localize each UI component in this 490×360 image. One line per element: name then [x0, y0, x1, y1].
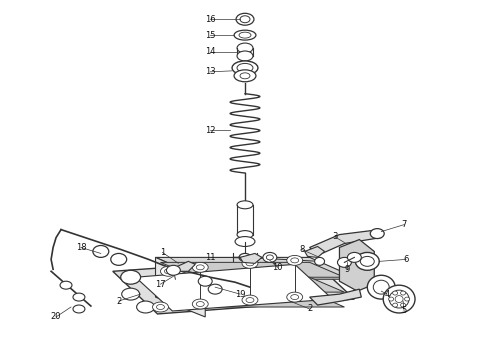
Polygon shape — [310, 289, 361, 305]
Polygon shape — [155, 257, 205, 317]
Text: 1: 1 — [160, 248, 165, 257]
Polygon shape — [155, 257, 359, 279]
Text: 2: 2 — [307, 305, 312, 314]
Ellipse shape — [242, 295, 258, 305]
Ellipse shape — [208, 284, 222, 294]
Text: 17: 17 — [155, 280, 166, 289]
Text: 2: 2 — [116, 297, 122, 306]
Ellipse shape — [240, 73, 250, 79]
Ellipse shape — [242, 258, 258, 268]
Ellipse shape — [165, 269, 172, 274]
Ellipse shape — [401, 303, 406, 307]
Ellipse shape — [60, 281, 72, 289]
Ellipse shape — [122, 288, 140, 300]
Ellipse shape — [198, 276, 212, 286]
Ellipse shape — [240, 16, 250, 23]
Polygon shape — [113, 257, 354, 314]
Ellipse shape — [246, 298, 254, 302]
Ellipse shape — [121, 270, 141, 284]
Ellipse shape — [368, 275, 395, 299]
Ellipse shape — [355, 252, 379, 270]
Ellipse shape — [156, 305, 165, 310]
Ellipse shape — [137, 301, 154, 313]
Ellipse shape — [389, 290, 409, 308]
Text: 6: 6 — [403, 255, 409, 264]
Ellipse shape — [338, 257, 351, 267]
Ellipse shape — [360, 256, 374, 266]
Ellipse shape — [405, 297, 410, 301]
Ellipse shape — [267, 255, 273, 260]
Ellipse shape — [234, 30, 256, 40]
Ellipse shape — [237, 51, 253, 61]
Text: 13: 13 — [205, 67, 216, 76]
Ellipse shape — [395, 296, 403, 302]
Ellipse shape — [263, 252, 277, 262]
Ellipse shape — [235, 237, 255, 247]
Ellipse shape — [237, 43, 253, 53]
Ellipse shape — [237, 63, 253, 72]
Ellipse shape — [232, 61, 258, 75]
Text: 15: 15 — [205, 31, 216, 40]
Text: 19: 19 — [235, 289, 245, 298]
Polygon shape — [340, 239, 374, 291]
Text: 14: 14 — [205, 48, 216, 57]
Ellipse shape — [401, 291, 406, 295]
Ellipse shape — [192, 262, 208, 272]
Ellipse shape — [291, 294, 299, 300]
Ellipse shape — [111, 253, 127, 265]
Polygon shape — [136, 264, 333, 311]
Ellipse shape — [161, 266, 176, 276]
Ellipse shape — [287, 292, 303, 302]
Ellipse shape — [73, 293, 85, 301]
Ellipse shape — [291, 258, 299, 263]
Text: 9: 9 — [345, 265, 350, 274]
Ellipse shape — [167, 265, 180, 275]
Text: 11: 11 — [205, 253, 216, 262]
Text: 10: 10 — [272, 263, 283, 272]
Ellipse shape — [373, 280, 389, 294]
Text: 7: 7 — [401, 220, 407, 229]
Ellipse shape — [347, 252, 361, 262]
Ellipse shape — [383, 285, 415, 313]
Ellipse shape — [239, 253, 251, 261]
Polygon shape — [161, 277, 344, 292]
Polygon shape — [161, 292, 344, 307]
Ellipse shape — [287, 255, 303, 265]
Text: 8: 8 — [299, 245, 304, 254]
Ellipse shape — [246, 261, 254, 266]
Polygon shape — [175, 261, 196, 271]
Ellipse shape — [392, 291, 397, 295]
Text: 12: 12 — [205, 126, 216, 135]
Polygon shape — [161, 262, 344, 277]
Ellipse shape — [239, 32, 251, 38]
Ellipse shape — [234, 70, 256, 82]
Ellipse shape — [192, 299, 208, 309]
Polygon shape — [305, 247, 324, 257]
Ellipse shape — [237, 201, 253, 209]
Ellipse shape — [389, 297, 393, 301]
Text: 4: 4 — [385, 289, 390, 298]
Ellipse shape — [152, 302, 169, 312]
Ellipse shape — [196, 265, 204, 270]
Text: 5: 5 — [401, 306, 407, 315]
Polygon shape — [240, 253, 262, 264]
Text: 3: 3 — [332, 232, 337, 241]
Text: 20: 20 — [51, 312, 61, 321]
Ellipse shape — [370, 229, 384, 239]
Ellipse shape — [93, 246, 109, 257]
Polygon shape — [310, 230, 381, 255]
Ellipse shape — [236, 13, 254, 25]
Ellipse shape — [73, 305, 85, 313]
Ellipse shape — [315, 257, 324, 265]
Ellipse shape — [392, 303, 397, 307]
Ellipse shape — [196, 302, 204, 306]
Text: 18: 18 — [75, 243, 86, 252]
Ellipse shape — [237, 231, 253, 239]
Text: 16: 16 — [205, 15, 216, 24]
